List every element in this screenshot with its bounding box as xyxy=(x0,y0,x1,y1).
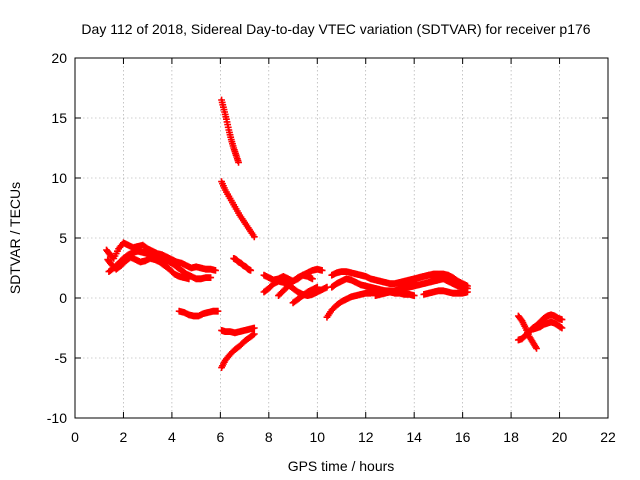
data-point xyxy=(309,275,316,283)
series-s4 xyxy=(218,96,242,166)
x-tick-label: 10 xyxy=(309,429,325,445)
data-point xyxy=(212,267,219,274)
series-s12 xyxy=(275,271,316,299)
y-axis-label: SDTVAR / TECUs xyxy=(7,182,23,294)
y-tick-label: -5 xyxy=(55,350,68,366)
data-point xyxy=(318,267,326,274)
axis-ticks: 0 2 4 6 8 10 12 14 16 18 20 22 -10 -5 0 5 10 15 20 xyxy=(47,50,616,445)
data-point xyxy=(235,159,242,166)
data-point xyxy=(410,292,418,299)
data-point xyxy=(250,324,258,332)
series-s8 xyxy=(218,324,258,337)
series-s6 xyxy=(230,255,255,274)
series-s18 xyxy=(396,270,471,291)
series-s13 xyxy=(289,283,321,307)
series-s21 xyxy=(514,311,566,344)
data-point xyxy=(464,288,471,296)
x-tick-label: 20 xyxy=(552,429,568,445)
series-s19 xyxy=(420,287,471,298)
x-tick-label: 6 xyxy=(216,429,224,445)
data-point xyxy=(207,274,215,281)
x-tick-label: 18 xyxy=(503,429,519,445)
y-tick-label: 5 xyxy=(59,230,67,246)
series-s5 xyxy=(218,178,258,241)
y-tick-label: 20 xyxy=(51,50,67,66)
data-point xyxy=(214,307,222,315)
data-point xyxy=(250,233,258,241)
data-point xyxy=(313,283,321,291)
y-tick-label: -10 xyxy=(47,410,67,426)
x-tick-label: 2 xyxy=(120,429,128,445)
data-point xyxy=(558,316,566,323)
y-tick-label: 0 xyxy=(59,290,67,306)
x-tick-label: 14 xyxy=(406,429,422,445)
series-s7 xyxy=(218,330,258,371)
x-tick-label: 8 xyxy=(265,429,273,445)
x-axis-label: GPS time / hours xyxy=(288,458,395,474)
grid xyxy=(74,57,609,419)
data-point xyxy=(558,324,566,332)
chart-title: Day 112 of 2018, Sidereal Day-to-day VTE… xyxy=(81,21,590,37)
data-point xyxy=(247,267,255,274)
data-point xyxy=(464,282,471,290)
series-s9 xyxy=(175,307,222,320)
y-tick-label: 15 xyxy=(51,110,67,126)
data-point xyxy=(250,330,258,338)
x-tick-label: 12 xyxy=(358,429,374,445)
data-points xyxy=(103,96,566,371)
series-s3 xyxy=(105,247,215,283)
y-tick-label: 10 xyxy=(51,170,67,186)
x-tick-label: 4 xyxy=(168,429,176,445)
x-tick-label: 16 xyxy=(455,429,471,445)
data-point xyxy=(249,331,257,339)
series-s22 xyxy=(529,318,566,333)
x-tick-label: 0 xyxy=(71,429,79,445)
x-tick-label: 22 xyxy=(600,429,616,445)
data-point xyxy=(533,345,540,352)
